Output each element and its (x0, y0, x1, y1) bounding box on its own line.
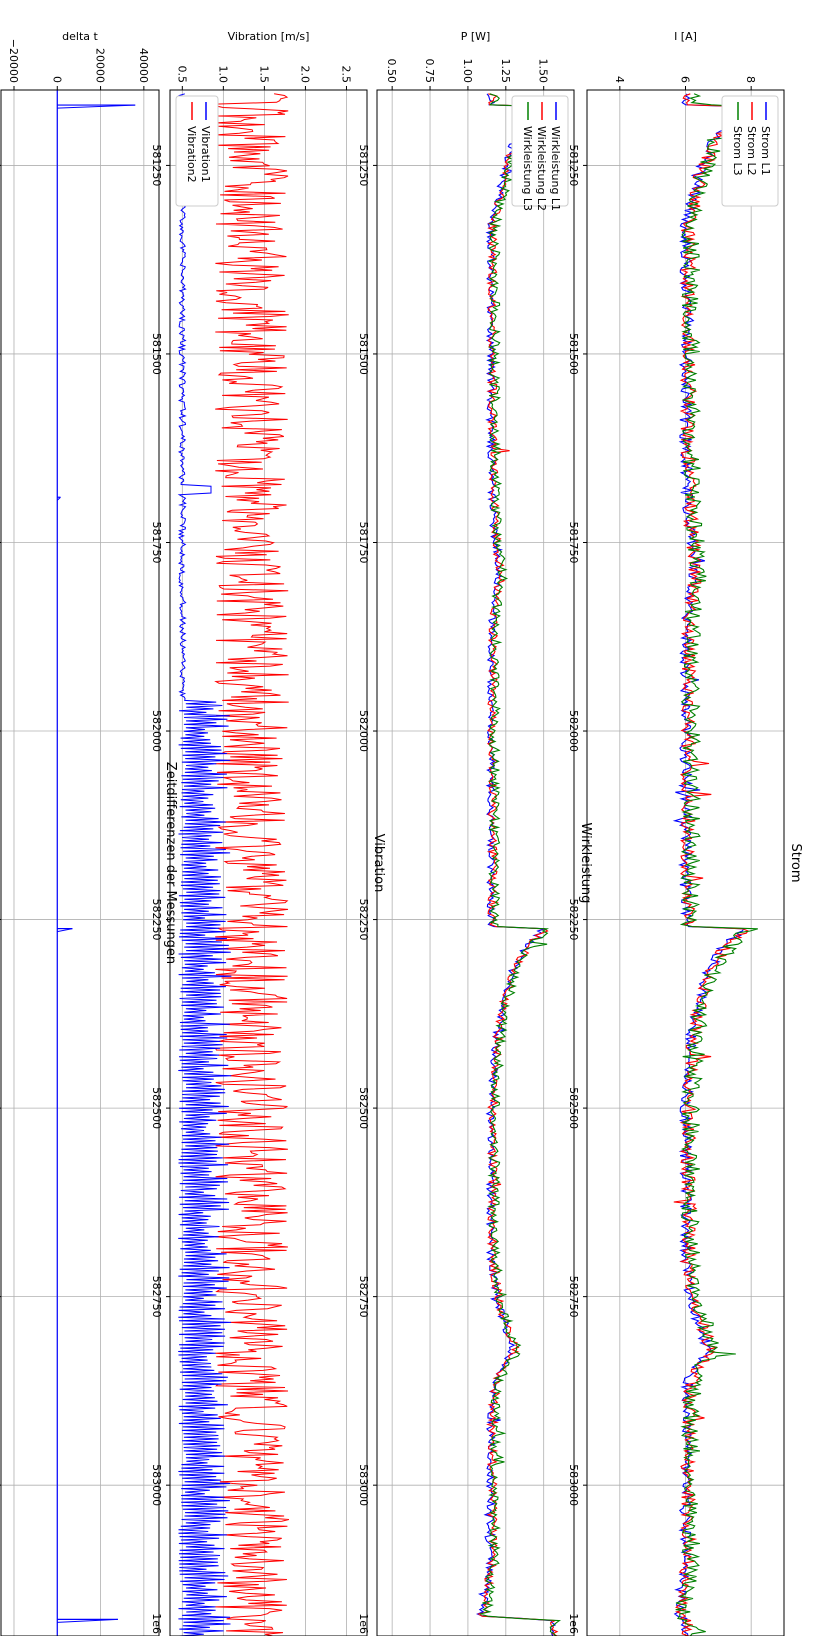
y-tick-label: 6 (679, 76, 692, 83)
panel-1: Strom58125058150058175058200058225058250… (567, 30, 803, 1636)
y-tick-label: 2.5 (339, 66, 352, 84)
y-axis-label: P [W] (461, 30, 491, 43)
legend-label: Wirkleistung L2 (535, 126, 548, 211)
legend-box (511, 95, 569, 207)
panel-title: Vibration (371, 834, 386, 893)
y-axis-label: Vibration [m/s] (228, 30, 310, 43)
y-axis-label: delta t (62, 30, 98, 43)
spike (56, 496, 61, 501)
y-axis: 0.50 0.75 1.00 1.25 1.50 P [W] (385, 30, 550, 90)
y-tick-label: 1.25 (499, 59, 512, 84)
y-tick-label: 40000 (137, 48, 150, 83)
panel-2: Wirkleistung5812505815005817505820005822… (357, 30, 593, 1636)
x-multiplier: 1e6 (150, 1613, 163, 1634)
y-axis: −20000 0 20000 40000 delta t (7, 30, 150, 90)
plot-frame (376, 89, 575, 1636)
y-axis-label: I [A] (674, 30, 697, 43)
series-line (214, 93, 290, 1636)
y-tick-label: 1.0 (216, 66, 229, 84)
y-axis: 4 6 8 I [A] (613, 30, 757, 90)
legend-label: Strom L2 (745, 126, 758, 176)
series-line (177, 93, 232, 1636)
plot-frame (169, 89, 368, 1636)
grid (377, 90, 574, 1636)
series-group (56, 90, 136, 1636)
series-group (672, 93, 760, 1636)
spike (57, 104, 136, 109)
x-multiplier: 1e6 (357, 1613, 370, 1634)
series-group (476, 93, 562, 1636)
legend-box (175, 95, 219, 207)
legend-label: Strom L3 (731, 126, 744, 176)
panel-title: Zeitdifferenzen der Messungen (163, 762, 178, 964)
legend-label: Vibration1 (199, 126, 212, 183)
y-tick-label: 0 (50, 76, 63, 83)
panel-4: Zeitdifferenzen der Messungen 58125058150… (0, 30, 178, 1636)
legend-label: Wirkleistung L1 (549, 126, 562, 211)
y-tick-label: −20000 (7, 39, 20, 83)
grid (1, 90, 159, 1636)
panel-title: Strom (788, 843, 803, 882)
x-axis: 5812505815005817505820005822505825005827… (0, 164, 1, 1486)
y-tick-label: 8 (744, 76, 757, 83)
legend-label: Strom L1 (759, 126, 772, 176)
y-tick-label: 1.00 (461, 59, 474, 84)
series-line (672, 93, 753, 1636)
y-tick-label: 1.50 (537, 59, 550, 84)
series-line (675, 93, 760, 1636)
series-line (477, 93, 559, 1636)
y-tick-label: 0.5 (175, 66, 188, 84)
spike (57, 1618, 118, 1623)
y-tick-label: 4 (613, 76, 626, 83)
plot-frame (0, 89, 160, 1636)
y-axis: 0.5 1.0 1.5 2.0 2.5 Vibration [m/s] (175, 30, 352, 90)
series-line (479, 93, 562, 1636)
legend-label: Wirkleistung L3 (521, 126, 534, 211)
series-group (177, 93, 290, 1636)
legend-label: Vibration2 (185, 126, 198, 183)
y-tick-label: 1.5 (257, 66, 270, 84)
panel-title: Wirkleistung (578, 823, 593, 904)
legend-box (721, 95, 779, 207)
y-tick-label: 2.0 (298, 66, 311, 84)
spike (57, 928, 73, 933)
panel-3: Vibration5812505815005817505820005822505… (150, 30, 386, 1636)
y-tick-label: 0.75 (423, 59, 436, 84)
y-tick-label: 20000 (94, 48, 107, 83)
y-tick-label: 0.50 (385, 59, 398, 84)
